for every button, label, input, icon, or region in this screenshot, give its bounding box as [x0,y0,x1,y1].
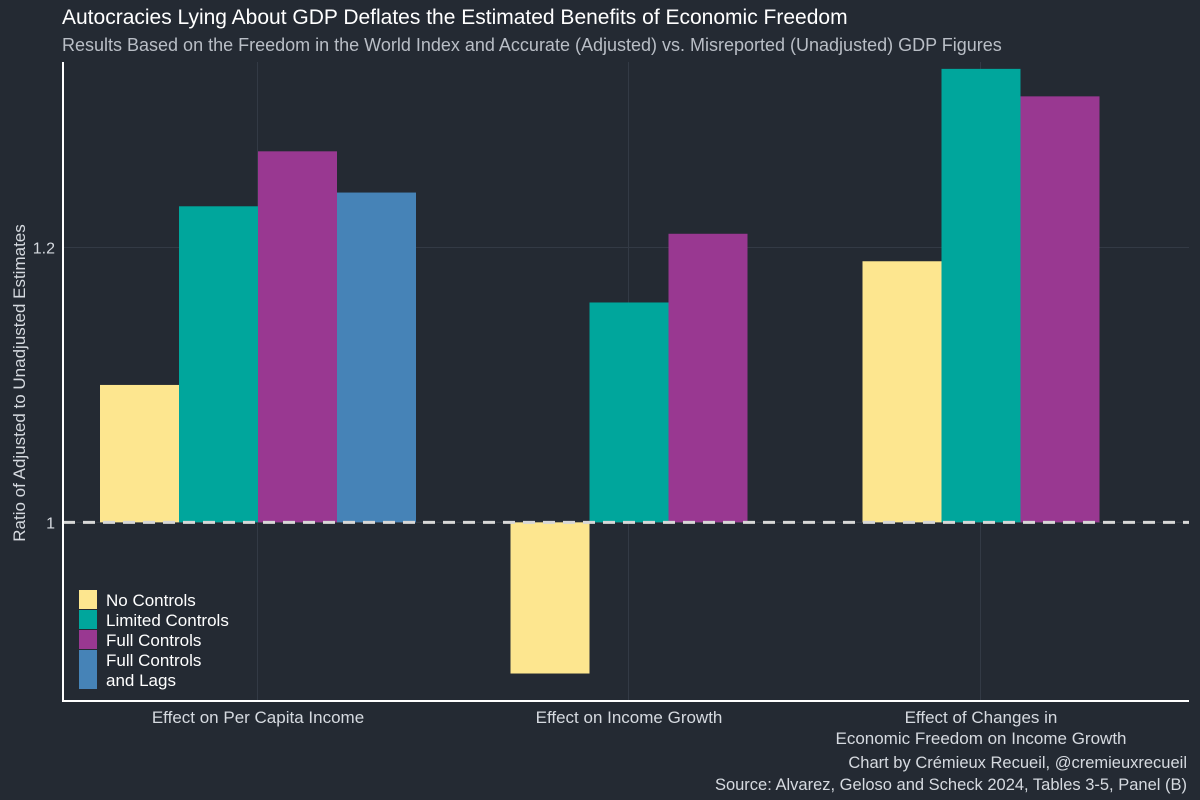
y-tick-label-1: 1.2 [33,241,55,258]
chart-title: Autocracies Lying About GDP Deflates the… [62,6,848,29]
legend-swatch-3 [79,630,97,649]
legend-label-4-line-1: Full Controls [106,651,201,670]
bar-2-series-2 [589,302,669,523]
legend-swatch-4 [79,650,97,689]
bar-1-series-1 [100,384,179,523]
bar-3-series-2 [941,68,1021,523]
bar-1-series-2 [179,206,258,523]
legend-label-3-line-1: Full Controls [106,631,201,650]
legend-label-1-line-1: No Controls [106,591,196,610]
chart-subtitle: Results Based on the Freedom in the Worl… [62,35,1002,55]
legend-swatch-2 [79,610,97,629]
caption: Chart by Crémieux Recueil, @cremieuxrecu… [715,752,1187,796]
bar-2-series-3 [668,233,748,523]
bar-3-series-1 [862,261,942,523]
bar-1-series-4 [337,192,416,523]
legend-label-2-line-1: Limited Controls [106,611,229,630]
x-tick-label-3-line-2: Economic Freedom on Income Growth [835,729,1126,748]
legend-swatch-1 [79,590,97,609]
x-tick-label-1-line-1: Effect on Per Capita Income [152,708,364,727]
bar-3-series-3 [1020,96,1100,523]
legend-label-4-line-2: and Lags [106,671,176,690]
bar-1-series-3 [258,151,337,523]
x-tick-label-2-line-1: Effect on Income Growth [536,708,723,727]
bar-2-series-1 [510,522,590,674]
x-tick-label-3-line-1: Effect of Changes in [905,708,1058,727]
caption-credit: Chart by Crémieux Recueil, @cremieuxrecu… [848,754,1187,772]
y-tick-label-0: 1 [46,515,55,532]
caption-source: Source: Alvarez, Geloso and Scheck 2024,… [714,776,1187,794]
